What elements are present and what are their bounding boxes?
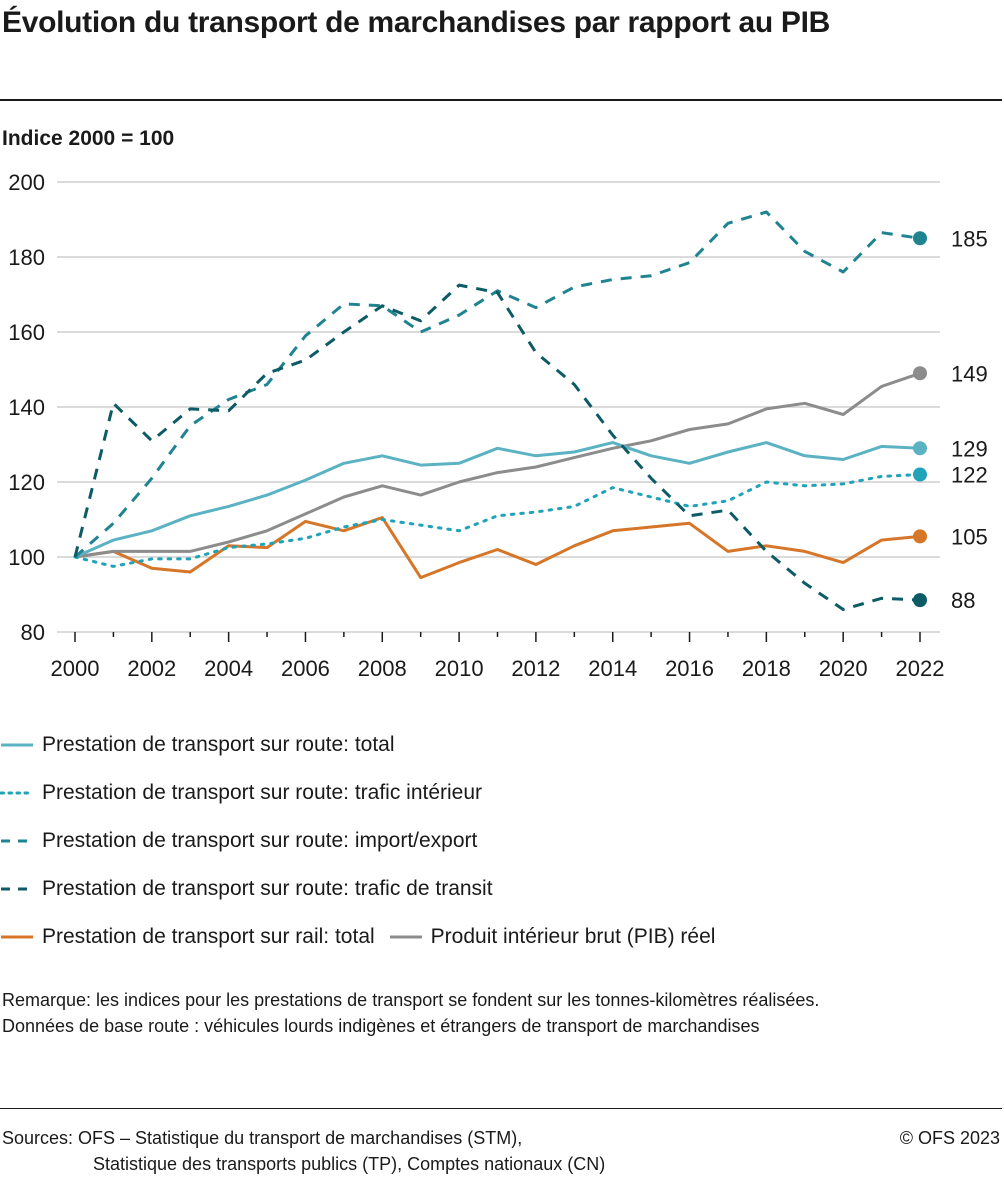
legend-item: Prestation de transport sur route: total xyxy=(0,733,395,757)
y-tick-labels: 80 100 120 140 160 180 200 xyxy=(8,170,45,645)
legend-label: Prestation de transport sur route: trafi… xyxy=(42,781,483,804)
legend-item: Produit intérieur brut (PIB) réel xyxy=(389,925,716,949)
gridlines xyxy=(57,181,940,633)
legend-row: Prestation de transport sur route: total xyxy=(0,730,409,760)
legend-swatch xyxy=(1,935,33,939)
x-tick-label: 2004 xyxy=(204,656,253,681)
legend-label: Prestation de transport sur route: impor… xyxy=(42,829,478,852)
note-remark: Remarque: les indices pour les prestatio… xyxy=(2,990,820,1010)
x-tick-label: 2016 xyxy=(665,656,714,681)
series-line xyxy=(73,473,922,568)
legend-row: Prestation de transport sur rail: total P… xyxy=(0,922,729,952)
x-tick-label: 2002 xyxy=(127,656,176,681)
x-tick-label: 2018 xyxy=(742,656,791,681)
y-tick-label: 200 xyxy=(8,170,45,195)
notes: Remarque: les indices pour les prestatio… xyxy=(2,987,992,1039)
chart-title: Évolution du transport de marchandises p… xyxy=(2,6,831,39)
x-tick-label: 2008 xyxy=(358,656,407,681)
x-tick-label: 2022 xyxy=(896,656,945,681)
x-tick-label: 2006 xyxy=(281,656,330,681)
series-lines xyxy=(73,210,927,611)
end-value-label: 105 xyxy=(951,524,988,549)
legend-item: Prestation de transport sur rail: total xyxy=(0,925,375,949)
legend-label: Prestation de transport sur route: total xyxy=(42,733,395,756)
y-tick-label: 120 xyxy=(8,470,45,495)
end-value-label: 88 xyxy=(951,588,975,613)
legend-swatch xyxy=(0,791,34,795)
x-tick-label: 2000 xyxy=(51,656,100,681)
series-end-point xyxy=(913,529,927,544)
legend-label: Prestation de transport sur route: trafi… xyxy=(42,877,493,900)
end-value-label: 129 xyxy=(951,436,988,461)
series-end-point xyxy=(913,366,927,381)
y-tick-label: 80 xyxy=(21,620,45,645)
x-axis: 2000 2002 2004 2006 2008 2010 2012 2014 2016 2018… xyxy=(51,632,945,681)
y-tick-label: 180 xyxy=(8,245,45,270)
legend-row: Prestation de transport sur route: impor… xyxy=(0,826,491,856)
y-tick-label: 160 xyxy=(8,320,45,345)
footer-divider xyxy=(0,1108,1002,1109)
series-line xyxy=(74,516,921,580)
sources: Sources: OFS – Statistique du transport … xyxy=(2,1125,605,1177)
legend-swatch xyxy=(1,887,33,891)
unit-label: Indice 2000 = 100 xyxy=(2,127,175,150)
series-line xyxy=(74,371,921,559)
end-value-label: 185 xyxy=(951,226,988,251)
y-tick-label: 140 xyxy=(8,395,45,420)
legend-label: Prestation de transport sur rail: total xyxy=(42,925,375,948)
legend-item: Prestation de transport sur route: impor… xyxy=(0,829,477,853)
series-line xyxy=(73,283,921,611)
legend-swatch xyxy=(1,743,33,747)
copyright: © OFS 2023 xyxy=(899,1128,1000,1148)
x-tick-label: 2020 xyxy=(819,656,868,681)
legend-swatch xyxy=(1,839,33,843)
title-divider xyxy=(0,99,1002,101)
note-base-data: Données de base route : véhicules lourds… xyxy=(2,1016,760,1036)
sources-line-2: Statistique des transports publics (TP),… xyxy=(93,1154,606,1174)
series-line xyxy=(74,441,921,559)
x-tick-label: 2010 xyxy=(435,656,484,681)
line-chart: 2000 2002 2004 2006 2008 2010 2012 2014 2016 2018… xyxy=(8,170,988,681)
legend-label: Produit intérieur brut (PIB) réel xyxy=(430,925,716,948)
legend-item: Prestation de transport sur route: trafi… xyxy=(0,781,482,805)
series-end-point xyxy=(913,231,927,246)
series-end-point xyxy=(913,593,927,608)
x-tick-label: 2012 xyxy=(511,656,560,681)
end-value-label: 149 xyxy=(951,361,988,386)
y-tick-label: 100 xyxy=(8,545,45,570)
series-end-point xyxy=(913,441,927,456)
legend-item: Prestation de transport sur route: trafi… xyxy=(0,877,493,901)
legend-row: Prestation de transport sur route: trafi… xyxy=(0,778,496,808)
legend-row: Prestation de transport sur route: trafi… xyxy=(0,874,507,904)
end-value-label: 122 xyxy=(951,463,988,488)
series-line xyxy=(74,210,921,559)
sources-line-1: Sources: OFS – Statistique du transport … xyxy=(2,1128,523,1148)
series-end-point xyxy=(913,467,927,482)
legend-swatch xyxy=(389,935,422,939)
x-tick-label: 2014 xyxy=(588,656,637,681)
